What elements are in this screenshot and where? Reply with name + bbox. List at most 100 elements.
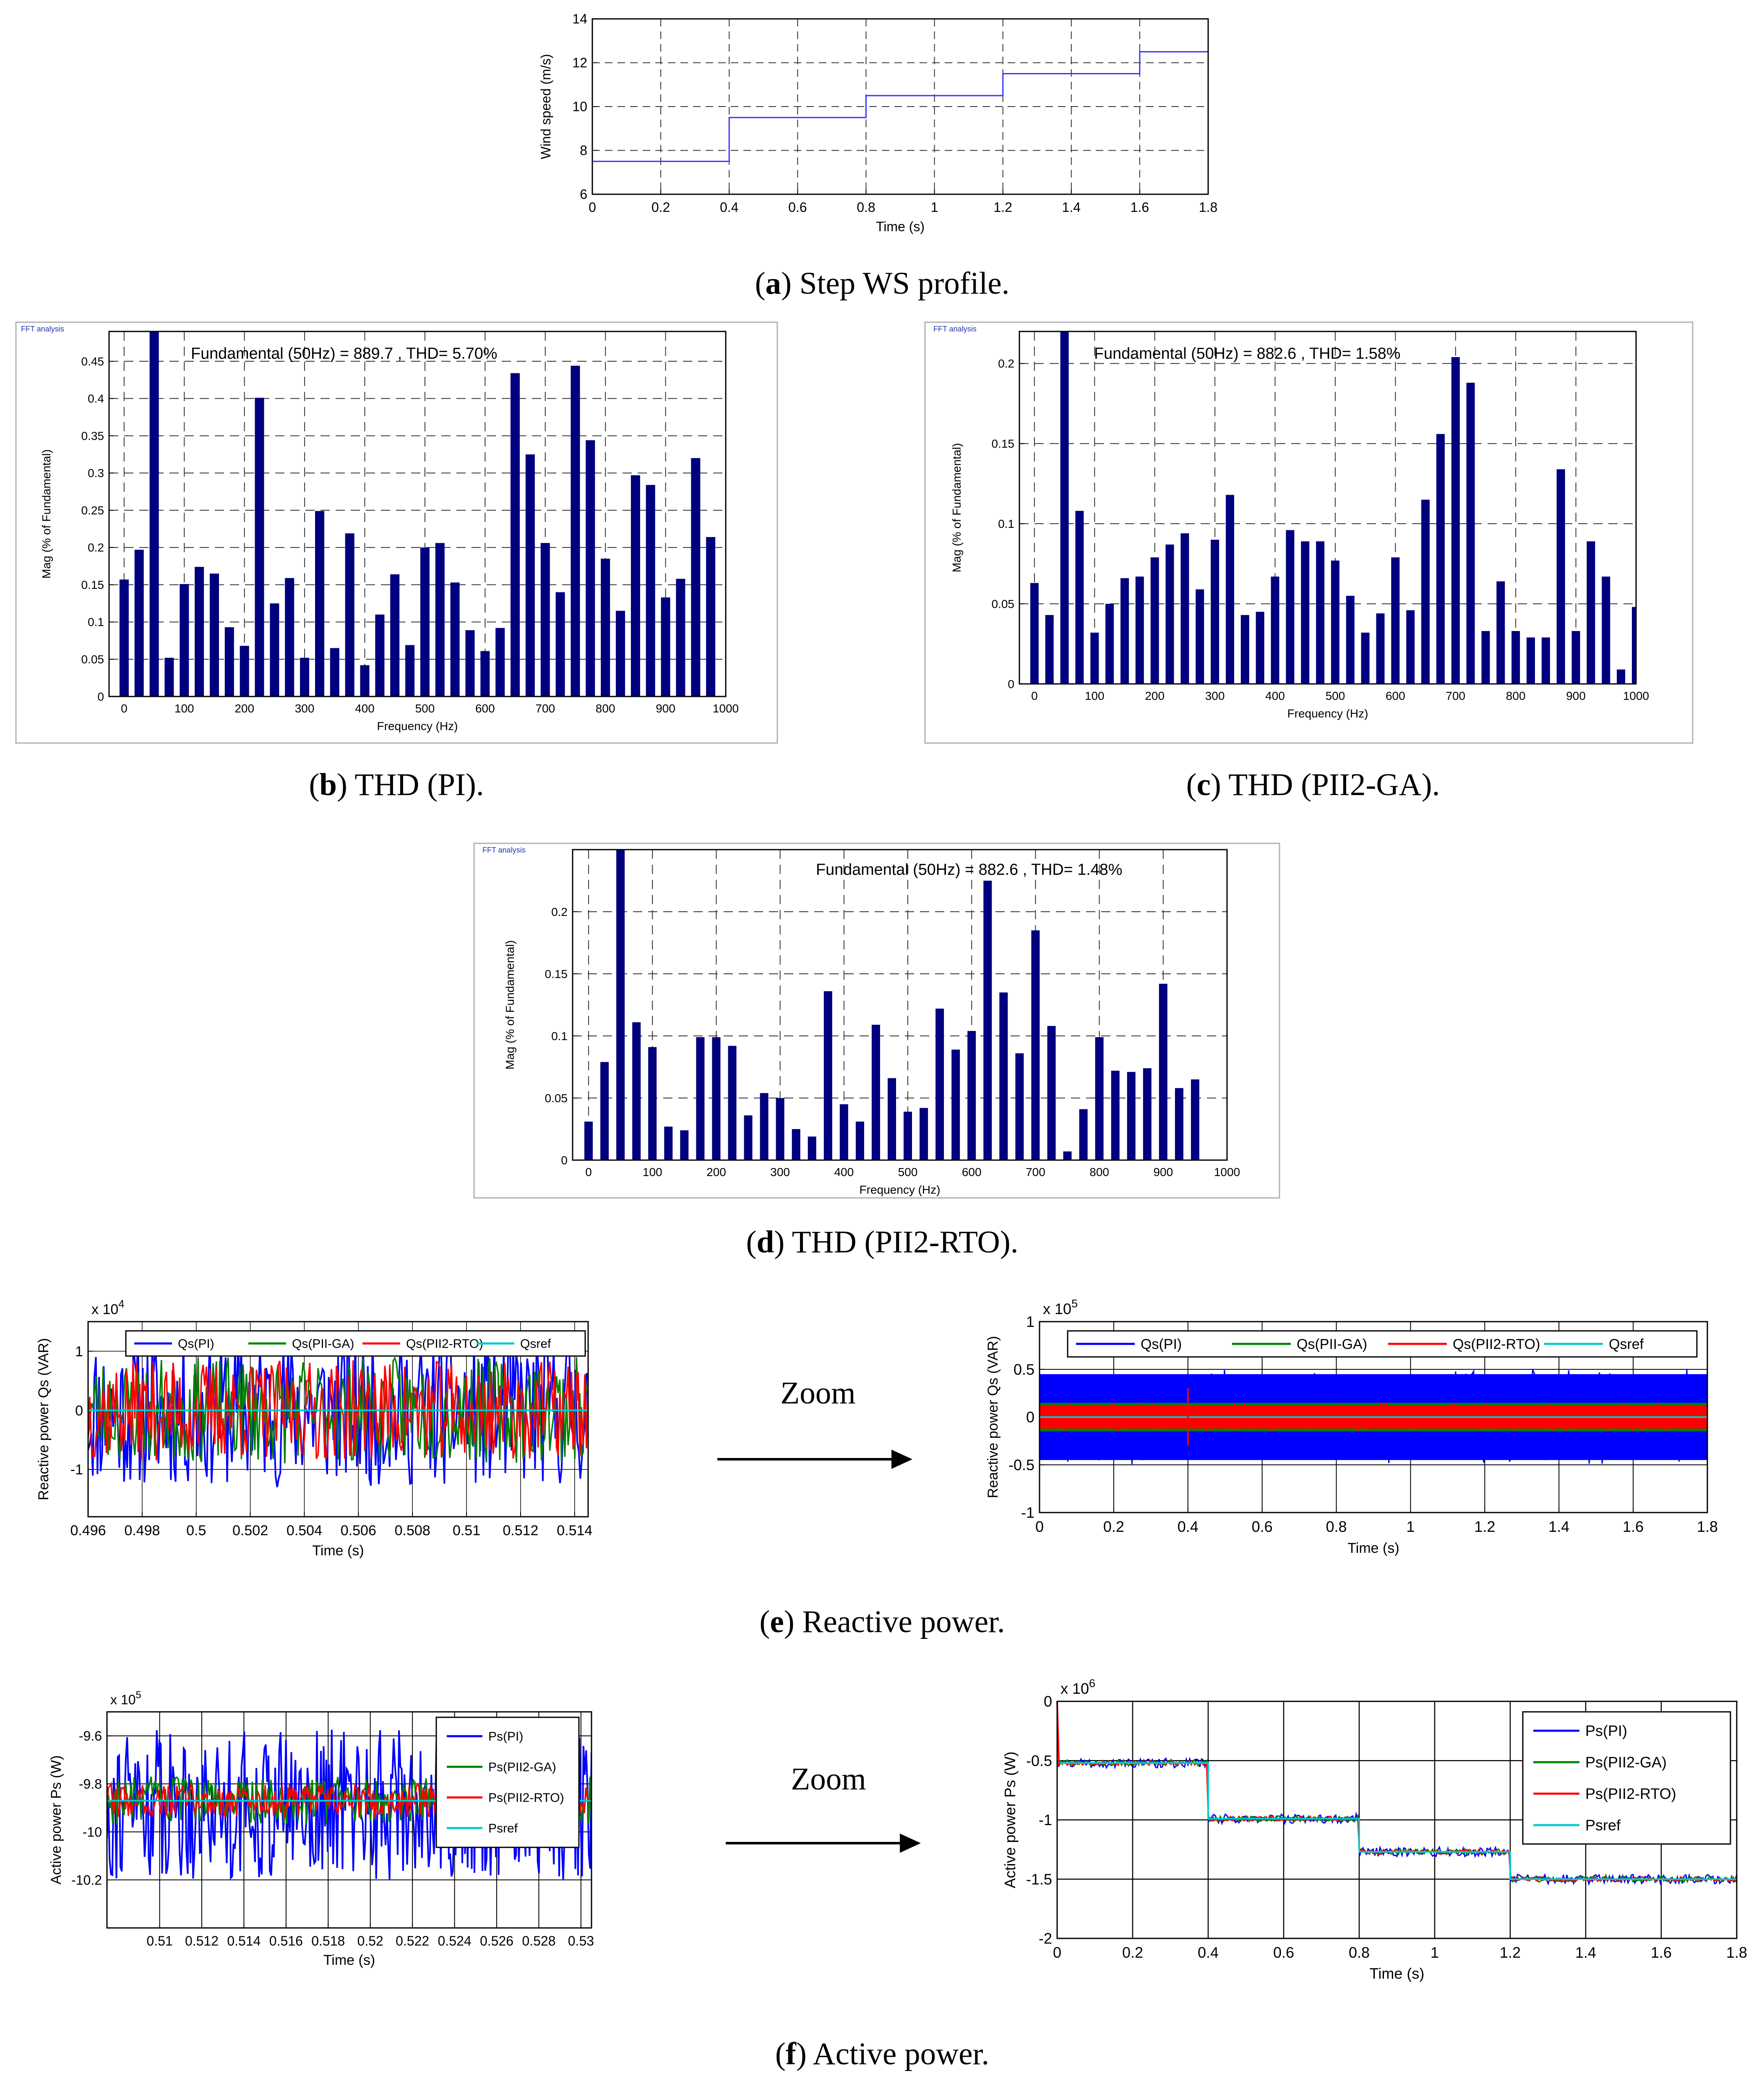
d-bar-6 [680,1130,689,1160]
d-bar-0 [584,1122,593,1160]
caption-d: (d) THD (PII2-RTO). [746,1225,1019,1260]
d-ytick-label-2: 0.1 [551,1030,568,1043]
b-bar-32 [601,558,610,696]
b-bar-28 [540,543,550,696]
chart-e-right-reactive-power: 0 0.2 0.4 0.6 0.8 1 1.2 1.4 1.6 1.8 -1 -0.5 0 0.5 1 Tim… [985,1297,1718,1556]
b-bar-35 [646,485,655,696]
f-right-legend: Ps(PI) Ps(PII2-GA) Ps(PII2-RTO) Psref [1522,1711,1731,1845]
fft-frame-c-border [924,321,1694,744]
caption-a-text: ) Step WS profile. [781,266,1009,301]
e-left-xtick-label-3: 0.502 [232,1523,268,1539]
c-ytick-label-1: 0.05 [992,597,1015,610]
c-frame [1019,331,1637,685]
c-ylabel: Mag (% of Fundamental) [950,443,963,572]
f-left-xtick-label-9: 0.528 [522,1933,555,1948]
chart-e-left-reactive-power-detail: 0.496 0.498 0.5 0.502 0.504 0.506 0.508 0.51 0.5… [36,1299,592,1559]
d-bar-13 [792,1129,800,1160]
f-right-xtick-label-8: 1.6 [1651,1944,1672,1961]
d-bar-11 [760,1093,769,1160]
b-bar-2 [149,331,159,696]
e-right-xtick-label-4: 0.8 [1326,1518,1347,1535]
e-left-xlabel: Time (s) [312,1543,364,1559]
f-left-xtick-label-3: 0.516 [269,1933,303,1948]
f-left-xtick-label-1: 0.512 [185,1933,219,1948]
b-ytick-label-6: 0.3 [88,467,104,480]
b-bar-20 [420,547,430,696]
d-bar-35 [1143,1068,1152,1160]
c-bar-8 [1150,557,1159,684]
e-right-exponent: x 105 [1043,1297,1078,1317]
chart-b-thd-pi: 0 100 200 300 400 500 600 700 800 900 1000 0 0.05 0.1… [40,331,739,733]
b-bar-39 [706,537,716,696]
e-left-xtick-label-2: 0.5 [186,1523,206,1539]
b-bar-3 [164,657,174,696]
b-ytick-label-7: 0.35 [81,429,104,442]
c-bar-30 [1481,631,1490,684]
svg-text:(f) Active power.: (f) Active power. [775,2037,989,2071]
f-left-legend-label-0: Ps(PI) [488,1730,523,1744]
chart-d-thd-pii2-rto: 0 100 200 300 400 500 600 700 800 900 1000 0 0.05 0.1… [503,849,1240,1196]
b-bar-10 [270,603,279,696]
e-right-legend-label-3: Qsref [1609,1336,1644,1352]
d-bar-1 [600,1062,609,1160]
c-bar-20 [1331,561,1339,684]
e-right-ytick-label-2: 0 [1026,1408,1034,1426]
a-xlabel: Time (s) [876,219,925,234]
caption-e-letter: e [770,1604,784,1639]
c-bar-5 [1105,604,1114,684]
d-bar-25 [983,881,992,1160]
b-xlabel: Frequency (Hz) [377,720,458,733]
c-bar-22 [1361,632,1370,684]
d-bar-14 [808,1136,816,1160]
e-left-series-2 [88,1360,588,1461]
e-right-exponent-power: 5 [1071,1297,1078,1310]
b-bar-1 [134,550,144,696]
e-right-legend-label-0: Qs(PI) [1141,1336,1182,1352]
d-bar-24 [967,1031,976,1160]
e-left-legend-label-2: Qs(PII2-RTO) [406,1337,483,1351]
b-bar-12 [300,657,310,696]
f-left-xtick-label-2: 0.514 [227,1933,261,1948]
b-xtick-label-9: 900 [656,702,675,715]
e-left-ytick-label-0: -1 [70,1462,83,1478]
e-left-exponent-base: x 10 [91,1302,118,1317]
d-bar-29 [1047,1026,1056,1160]
c-bar-7 [1135,576,1144,684]
e-left-xtick-label-8: 0.512 [503,1523,538,1539]
c-ytick-label-3: 0.15 [992,437,1015,450]
e-right-legend-label-2: Qs(PII2-RTO) [1453,1336,1540,1352]
c-bar-26 [1421,499,1430,684]
c-bar-27 [1436,434,1445,684]
e-right-frame [1039,1321,1708,1513]
a-series-line [592,51,1208,162]
d-bar-33 [1111,1070,1120,1160]
f-right-ytick-label-3: -1.5 [1026,1870,1052,1888]
c-bar-12 [1211,540,1219,684]
svg-text:(c) THD (PII2-GA).: (c) THD (PII2-GA). [1186,767,1440,802]
b-bar-22 [450,582,460,696]
a-ytick-label-0: 6 [580,187,587,202]
caption-d-text: ) THD (PII2-RTO). [774,1225,1018,1260]
f-right-ytick-label-1: -0.5 [1026,1752,1052,1769]
chart-a-wind-speed: 0 0.2 0.4 0.6 0.8 1 1.2 1.4 1.6 1.8 6 8 10 12 14 Time (… [538,11,1217,234]
c-bar-19 [1316,541,1325,684]
c-bar-23 [1376,613,1385,684]
svg-text:(b) THD (PI).: (b) THD (PI). [309,767,484,802]
f-right-legend-label-2: Ps(PII2-RTO) [1585,1785,1676,1802]
f-right-ylabel: Active power Ps (W) [1001,1751,1019,1888]
b-xtick-label-8: 800 [596,702,615,715]
c-ytick-label-0: 0 [1008,678,1014,691]
b-xtick-label-7: 700 [535,702,555,715]
d-bar-20 [904,1111,912,1160]
e-right-ytick-label-4: 1 [1026,1313,1034,1330]
c-bar-24 [1391,557,1400,684]
f-right-xtick-label-1: 0.2 [1122,1944,1143,1961]
c-bar-36 [1571,631,1580,684]
f-right-exponent-power: 6 [1089,1677,1095,1690]
fft-frame-c: FFT analysis [924,321,1694,744]
c-bar-13 [1226,495,1234,684]
c-bar-9 [1165,544,1174,684]
c-bar-35 [1556,469,1565,684]
e-right-ytick-label-3: 0.5 [1014,1361,1034,1378]
b-bar-9 [255,398,264,696]
